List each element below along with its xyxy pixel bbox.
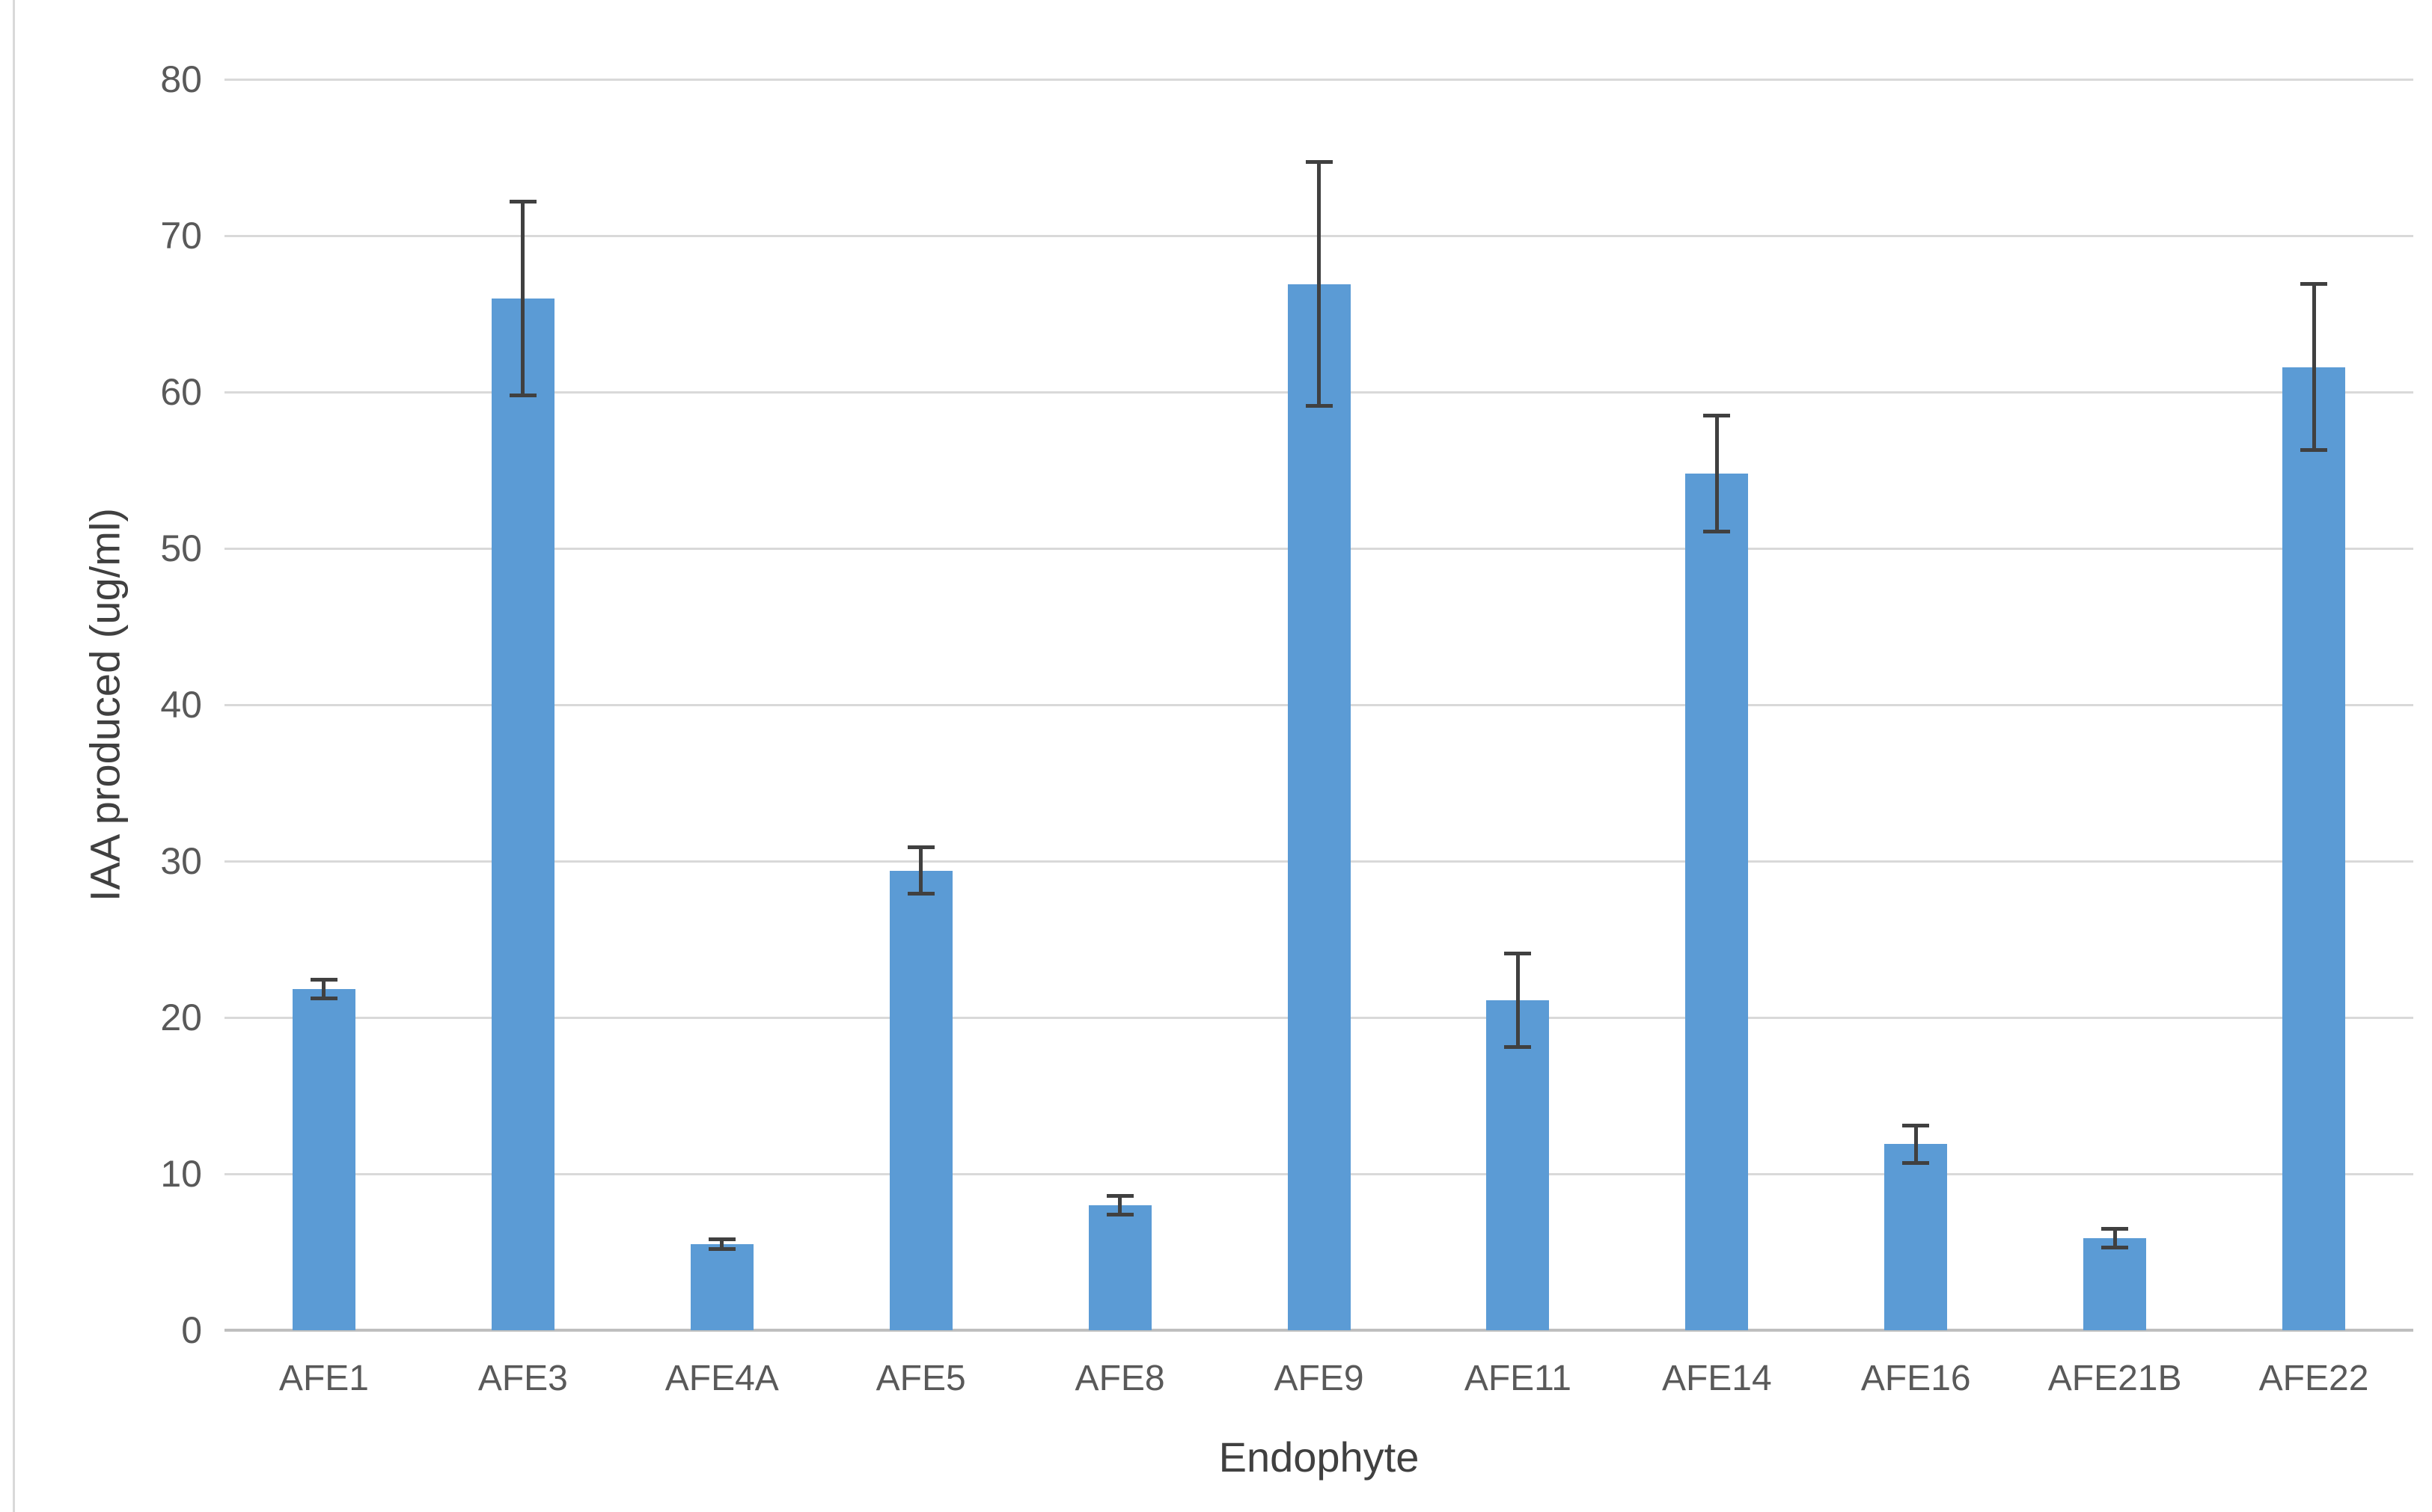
chart-area-left-border [13,0,15,1512]
error-bar-cap-bottom-AFE1 [310,997,337,1001]
error-bar-whisker-AFE4A [720,1239,724,1249]
error-bar-whisker-AFE8 [1118,1196,1122,1215]
x-category-label-AFE1: AFE1 [278,1359,369,1398]
bar-AFE22[interactable] [2282,367,2346,1330]
y-tick-label-40: 40 [160,684,202,726]
error-bar-whisker-AFE22 [2312,284,2316,450]
x-category-label-AFE14: AFE14 [1661,1359,1772,1398]
error-bar-cap-bottom-AFE5 [907,892,935,896]
x-axis-baseline [224,1329,2413,1332]
error-bar-cap-bottom-AFE9 [1305,404,1333,408]
x-category-label-AFE16: AFE16 [1860,1359,1971,1398]
y-tick-label-0: 0 [181,1309,202,1351]
x-category-label-AFE5: AFE5 [876,1359,966,1398]
x-category-label-AFE21B: AFE21B [2047,1359,2182,1398]
error-bar-cap-top-AFE11 [1504,951,1532,955]
bar-AFE11[interactable] [1486,1000,1550,1330]
error-bar-cap-top-AFE22 [2300,282,2328,287]
error-bar-cap-bottom-AFE11 [1504,1045,1532,1050]
error-bar-whisker-AFE11 [1515,953,1520,1047]
x-category-label-AFE8: AFE8 [1075,1359,1165,1398]
x-category-label-AFE22: AFE22 [2258,1359,2369,1398]
bar-AFE5[interactable] [889,870,953,1330]
error-bar-cap-top-AFE8 [1106,1193,1134,1198]
bar-AFE21B[interactable] [2083,1237,2147,1330]
y-tick-label-20: 20 [160,997,202,1038]
error-bar-cap-bottom-AFE4A [708,1246,736,1251]
bar-AFE1[interactable] [292,989,355,1330]
x-category-label-AFE11: AFE11 [1464,1359,1571,1398]
error-bar-whisker-AFE9 [1317,162,1321,406]
x-category-label-AFE3: AFE3 [477,1359,568,1398]
error-bar-cap-top-AFE21B [2101,1226,2129,1231]
error-bar-whisker-AFE14 [1714,415,1719,531]
error-bar-cap-bottom-AFE8 [1106,1212,1134,1216]
plot-area [224,79,2413,1332]
bar-AFE4A[interactable] [690,1244,754,1330]
x-category-label-AFE9: AFE9 [1274,1359,1364,1398]
y-tick-label-60: 60 [160,371,202,413]
error-bar-whisker-AFE1 [322,979,326,999]
y-tick-label-50: 50 [160,527,202,569]
x-category-label-AFE4A: AFE4A [664,1359,779,1398]
error-bar-cap-top-AFE9 [1305,160,1333,165]
error-bar-cap-top-AFE4A [708,1237,736,1242]
gridline-80 [224,79,2413,81]
bar-AFE8[interactable] [1088,1205,1152,1330]
y-tick-label-80: 80 [160,58,202,100]
bar-AFE9[interactable] [1287,284,1351,1330]
y-tick-label-30: 30 [160,840,202,882]
error-bar-cap-top-AFE1 [310,978,337,982]
y-tick-label-70: 70 [160,215,202,257]
error-bar-cap-bottom-AFE21B [2101,1245,2129,1249]
error-bar-cap-top-AFE14 [1703,413,1731,417]
bar-AFE3[interactable] [491,298,554,1330]
error-bar-whisker-AFE16 [1913,1125,1918,1163]
error-bar-cap-top-AFE5 [907,845,935,849]
error-bar-cap-bottom-AFE22 [2300,447,2328,452]
error-bar-cap-bottom-AFE14 [1703,529,1731,533]
error-bar-cap-bottom-AFE3 [509,393,537,397]
error-bar-cap-bottom-AFE16 [1902,1160,1930,1165]
error-bar-whisker-AFE3 [521,201,525,396]
error-bar-whisker-AFE5 [919,847,923,894]
bar-AFE14[interactable] [1685,473,1749,1330]
error-bar-cap-top-AFE16 [1902,1123,1930,1127]
y-tick-label-10: 10 [160,1153,202,1195]
error-bar-whisker-AFE21B [2112,1228,2117,1248]
error-bar-cap-top-AFE3 [509,199,537,203]
x-axis-title: Endophyte [1218,1433,1420,1481]
bar-AFE16[interactable] [1884,1144,1948,1330]
